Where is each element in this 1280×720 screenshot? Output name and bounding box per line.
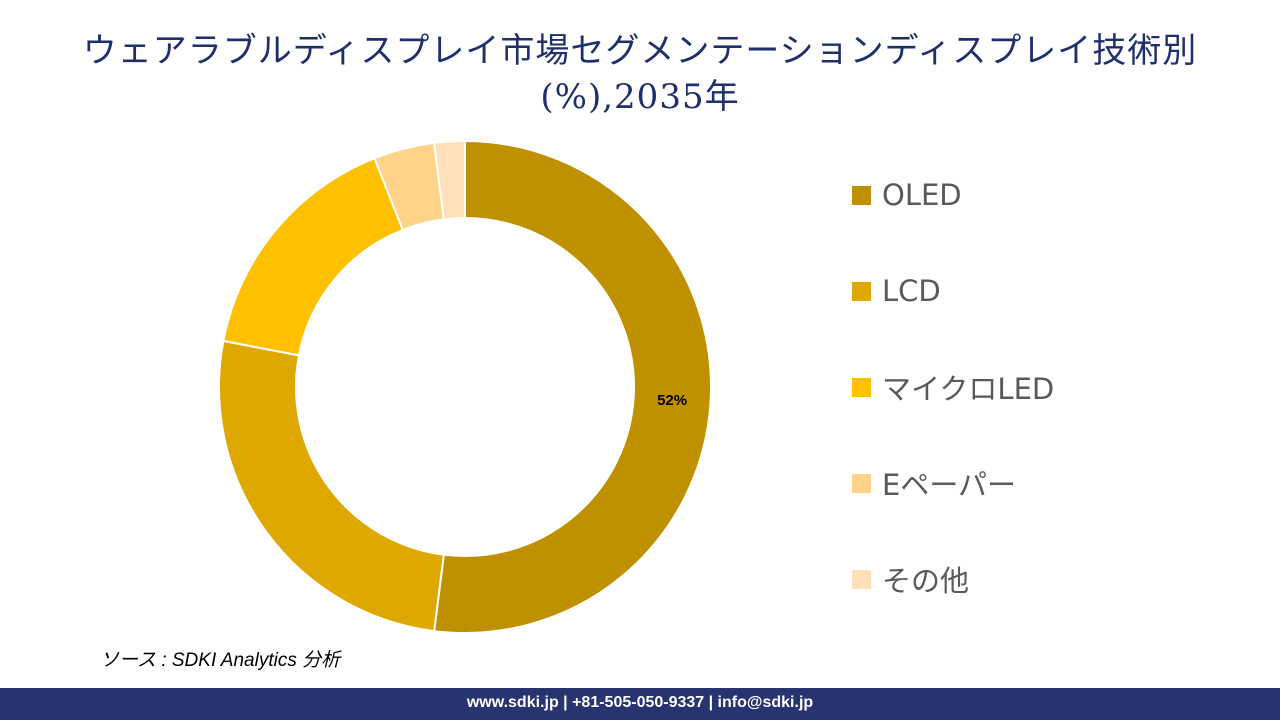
donut-slice-1 xyxy=(433,139,712,634)
legend-swatch xyxy=(852,185,871,205)
legend-swatch xyxy=(852,473,871,493)
source-note: ソース : SDKI Analytics 分析 xyxy=(100,650,341,671)
legend-label: LCD xyxy=(882,274,941,308)
data-label: 52% xyxy=(657,392,687,409)
chart-title: ウェアラブルディスプレイ市場セグメンテーションディスプレイ技術別 (%),203… xyxy=(82,31,1198,117)
legend-item: マイクロLED xyxy=(852,362,1054,412)
footer-bar: www.sdki.jp | +81-505-050-9337 | info@sd… xyxy=(0,688,1280,720)
donut-slice-5 xyxy=(433,139,466,221)
legend-item: その他 xyxy=(852,554,969,604)
donut-slice-2 xyxy=(218,339,445,633)
donut-slice-3 xyxy=(222,156,405,357)
legend-label: マイクロLED xyxy=(882,372,1055,406)
legend-swatch xyxy=(852,281,871,301)
legend-item: LCD xyxy=(852,266,941,316)
legend-label: その他 xyxy=(882,564,970,598)
legend-item: Eペーパー xyxy=(852,458,1016,508)
footer-contact: www.sdki.jp | +81-505-050-9337 | info@sd… xyxy=(466,694,814,711)
legend-swatch xyxy=(852,569,871,589)
legend-swatch xyxy=(852,377,871,397)
legend-label: OLED xyxy=(882,178,962,212)
legend-item: OLED xyxy=(852,170,962,220)
legend-label: Eペーパー xyxy=(882,468,1017,502)
